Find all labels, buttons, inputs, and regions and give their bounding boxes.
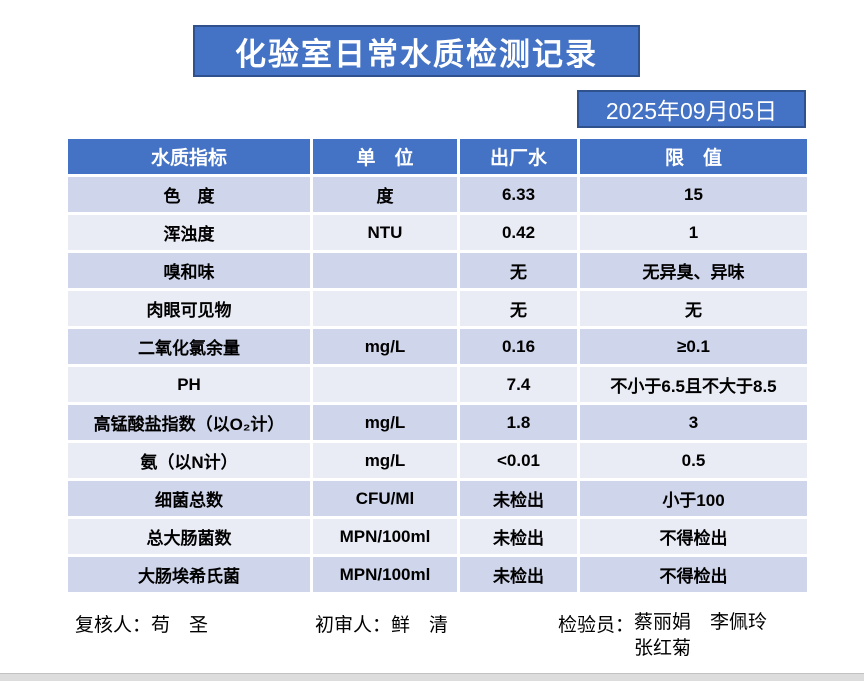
cell-value: <0.01 (457, 440, 580, 481)
cell-unit (310, 250, 460, 291)
cell-value: 0.16 (457, 326, 580, 367)
cell-unit: MPN/100ml (310, 554, 460, 595)
cell-limit: 不得检出 (577, 554, 810, 595)
cell-limit: 3 (577, 402, 810, 443)
table-row: 二氧化氯余量 mg/L 0.16 ≥0.1 (65, 326, 810, 367)
cell-indicator: 细菌总数 (65, 478, 313, 519)
cell-value: 1.8 (457, 402, 580, 443)
cell-indicator: 嗅和味 (65, 250, 313, 291)
table-row: 细菌总数 CFU/Ml 未检出 小于100 (65, 478, 810, 519)
cell-value: 无 (457, 250, 580, 291)
page-title: 化验室日常水质检测记录 (193, 25, 640, 77)
record-date: 2025年09月05日 (577, 90, 806, 128)
cell-unit: mg/L (310, 326, 460, 367)
cell-limit: 15 (577, 174, 810, 215)
cell-unit (310, 288, 460, 329)
table-row: 嗅和味 无 无异臭、异味 (65, 250, 810, 291)
cell-unit: 度 (310, 174, 460, 215)
cell-indicator: PH (65, 364, 313, 405)
cell-unit (310, 364, 460, 405)
table-row: 氨（以N计） mg/L <0.01 0.5 (65, 440, 810, 481)
cell-indicator: 肉眼可见物 (65, 288, 313, 329)
cell-unit: mg/L (310, 402, 460, 443)
cell-indicator: 二氧化氯余量 (65, 326, 313, 367)
initial-reviewer-signature: 初审人： 鲜 清 (315, 610, 448, 637)
cell-indicator: 浑浊度 (65, 212, 313, 253)
cell-value: 无 (457, 288, 580, 329)
table-row: 色 度 度 6.33 15 (65, 174, 810, 215)
cell-unit: CFU/Ml (310, 478, 460, 519)
cell-indicator: 色 度 (65, 174, 313, 215)
initial-reviewer-name: 鲜 清 (391, 615, 449, 636)
column-header-indicator: 水质指标 (65, 136, 313, 177)
table-row: 大肠埃希氏菌 MPN/100ml 未检出 不得检出 (65, 554, 810, 595)
cell-value: 未检出 (457, 478, 580, 519)
column-header-limit: 限 值 (577, 136, 810, 177)
initial-reviewer-label: 初审人： (315, 615, 392, 636)
water-quality-table: 水质指标 单 位 出厂水 限 值 色 度 度 6.33 15 浑浊度 NTU 0… (65, 136, 810, 595)
inspector-names-line1: 蔡丽娟 李佩玲 (634, 612, 768, 633)
cell-indicator: 大肠埃希氏菌 (65, 554, 313, 595)
cell-limit: ≥0.1 (577, 326, 810, 367)
cell-unit: MPN/100ml (310, 516, 460, 557)
reviewer-signature: 复核人： 苟 圣 (75, 610, 208, 637)
table-row: 高锰酸盐指数（以O₂计） mg/L 1.8 3 (65, 402, 810, 443)
cell-value: 未检出 (457, 516, 580, 557)
inspector-signature: 检验员： 蔡丽娟 李佩玲 张红菊 (558, 610, 767, 662)
cell-indicator: 氨（以N计） (65, 440, 313, 481)
cell-unit: NTU (310, 212, 460, 253)
cell-value: 6.33 (457, 174, 580, 215)
inspector-label: 检验员： (558, 615, 635, 636)
cell-limit: 无异臭、异味 (577, 250, 810, 291)
cell-indicator: 高锰酸盐指数（以O₂计） (65, 402, 313, 443)
cell-limit: 1 (577, 212, 810, 253)
cell-value: 7.4 (457, 364, 580, 405)
table-row: 肉眼可见物 无 无 (65, 288, 810, 329)
cell-limit: 不得检出 (577, 516, 810, 557)
column-header-unit: 单 位 (310, 136, 460, 177)
cell-limit: 小于100 (577, 478, 810, 519)
reviewer-label: 复核人： (75, 615, 152, 636)
table-header-row: 水质指标 单 位 出厂水 限 值 (65, 136, 810, 177)
cell-value: 0.42 (457, 212, 580, 253)
cell-value: 未检出 (457, 554, 580, 595)
table-row: 浑浊度 NTU 0.42 1 (65, 212, 810, 253)
table-row: PH 7.4 不小于6.5且不大于8.5 (65, 364, 810, 405)
horizontal-scrollbar[interactable] (0, 673, 864, 681)
cell-limit: 不小于6.5且不大于8.5 (577, 364, 810, 405)
cell-unit: mg/L (310, 440, 460, 481)
reviewer-name: 苟 圣 (151, 615, 209, 636)
inspector-names-line2: 张红菊 (634, 638, 692, 659)
cell-limit: 无 (577, 288, 810, 329)
table-row: 总大肠菌数 MPN/100ml 未检出 不得检出 (65, 516, 810, 557)
column-header-outflow-water: 出厂水 (457, 136, 580, 177)
cell-limit: 0.5 (577, 440, 810, 481)
cell-indicator: 总大肠菌数 (65, 516, 313, 557)
